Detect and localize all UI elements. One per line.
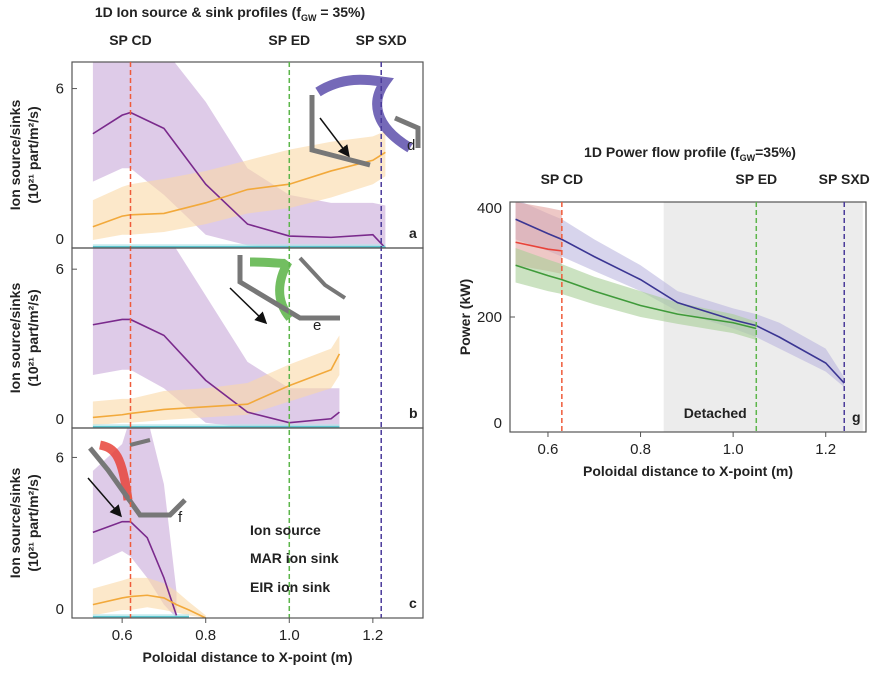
- series-line: [515, 218, 845, 384]
- y-axis-label: (10²¹ part/m²/s): [25, 474, 41, 571]
- series-line: [515, 241, 562, 252]
- x-tick-label: 1.2: [362, 627, 383, 644]
- y-tick-label: 0: [56, 411, 64, 428]
- uncertainty-band: [92, 335, 340, 426]
- panel-letter: a: [409, 225, 417, 241]
- y-axis-label: Ion source/sinks: [7, 468, 23, 579]
- title-part: = 35%): [317, 4, 366, 20]
- inset-letter: f: [178, 509, 183, 526]
- title-part: GW: [740, 153, 756, 163]
- series-line: [92, 151, 386, 228]
- x-tick-label: 0.8: [195, 627, 216, 644]
- series-group: [515, 202, 845, 388]
- chart-title: 1D Ion source & sink profiles (fGW = 35%…: [95, 4, 365, 23]
- series-line: [92, 111, 386, 248]
- y-tick-label: 400: [477, 200, 502, 217]
- x-axis-label: Poloidal distance to X-point (m): [583, 463, 793, 479]
- legend-entry: Ion source: [250, 522, 321, 538]
- x-tick-label: 1.2: [815, 441, 836, 458]
- panel-letter: g: [852, 409, 861, 425]
- inset-c: f: [87, 438, 187, 526]
- series-group: [92, 248, 341, 428]
- y-tick-label: 6: [56, 261, 64, 278]
- marker-label: SP SXD: [356, 32, 407, 48]
- y-axis-label: Ion source/sinks: [7, 100, 23, 211]
- series-line: [92, 594, 207, 618]
- series-line: [92, 520, 178, 616]
- title-part: =35%): [755, 144, 796, 160]
- y-tick-label: 200: [477, 309, 502, 326]
- title-part: 1D Ion source & sink profiles (f: [95, 4, 301, 20]
- x-tick-label: 0.6: [112, 627, 133, 644]
- inset-b: e: [229, 255, 347, 334]
- uncertainty-band: [515, 202, 845, 388]
- inset-letter: d: [407, 137, 415, 154]
- panel-letter: c: [409, 595, 417, 611]
- marker-label: SP ED: [268, 32, 310, 48]
- panel-letter: b: [409, 405, 418, 421]
- plot-frame: [71, 427, 424, 619]
- y-tick-label: 6: [56, 81, 64, 98]
- legend-entry: EIR ion sink: [250, 579, 330, 595]
- y-tick-label: 0: [56, 601, 64, 618]
- legend-entry: MAR ion sink: [250, 550, 339, 566]
- x-axis-label: Poloidal distance to X-point (m): [143, 649, 353, 665]
- x-tick-label: 1.0: [279, 627, 300, 644]
- marker-label: SP CD: [109, 32, 152, 48]
- chart-title: 1D Power flow profile (fGW=35%): [584, 144, 796, 163]
- y-tick-label: 6: [56, 449, 64, 466]
- series-line: [515, 264, 757, 330]
- inset-a: d: [309, 74, 421, 168]
- series-group: [92, 62, 386, 248]
- marker-label: SP ED: [735, 171, 777, 187]
- title-part: 1D Power flow profile (f: [584, 144, 740, 160]
- series-line: [92, 353, 341, 419]
- y-tick-label: 0: [56, 231, 64, 248]
- y-tick-label: 0: [494, 415, 502, 432]
- x-tick-label: 0.6: [538, 441, 559, 458]
- inset-letter: e: [313, 317, 321, 334]
- title-part: GW: [301, 13, 317, 23]
- series-line: [92, 318, 340, 424]
- y-axis-label: (10²¹ part/m²/s): [25, 289, 41, 386]
- x-tick-label: 0.8: [630, 441, 651, 458]
- y-axis-label: (10²¹ part/m²/s): [25, 106, 41, 203]
- y-axis-label: Ion source/sinks: [7, 283, 23, 394]
- uncertainty-band: [92, 577, 206, 618]
- marker-label: SP CD: [541, 171, 584, 187]
- marker-label: SP SXD: [819, 171, 870, 187]
- y-axis-label: Power (kW): [457, 279, 473, 355]
- region-label: Detached: [684, 405, 747, 421]
- x-tick-label: 1.0: [723, 441, 744, 458]
